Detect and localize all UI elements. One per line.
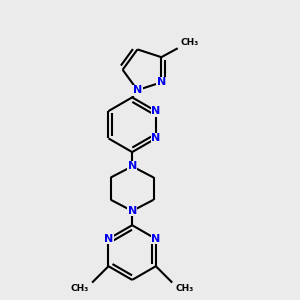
Text: N: N xyxy=(151,234,160,244)
Text: N: N xyxy=(128,161,137,171)
Text: N: N xyxy=(151,106,160,116)
Text: N: N xyxy=(157,77,166,87)
Text: N: N xyxy=(133,85,142,95)
Text: N: N xyxy=(151,134,160,143)
Text: N: N xyxy=(128,206,137,216)
Text: CH₃: CH₃ xyxy=(181,38,199,47)
Text: CH₃: CH₃ xyxy=(176,284,194,293)
Text: CH₃: CH₃ xyxy=(70,284,88,293)
Text: N: N xyxy=(104,234,113,244)
